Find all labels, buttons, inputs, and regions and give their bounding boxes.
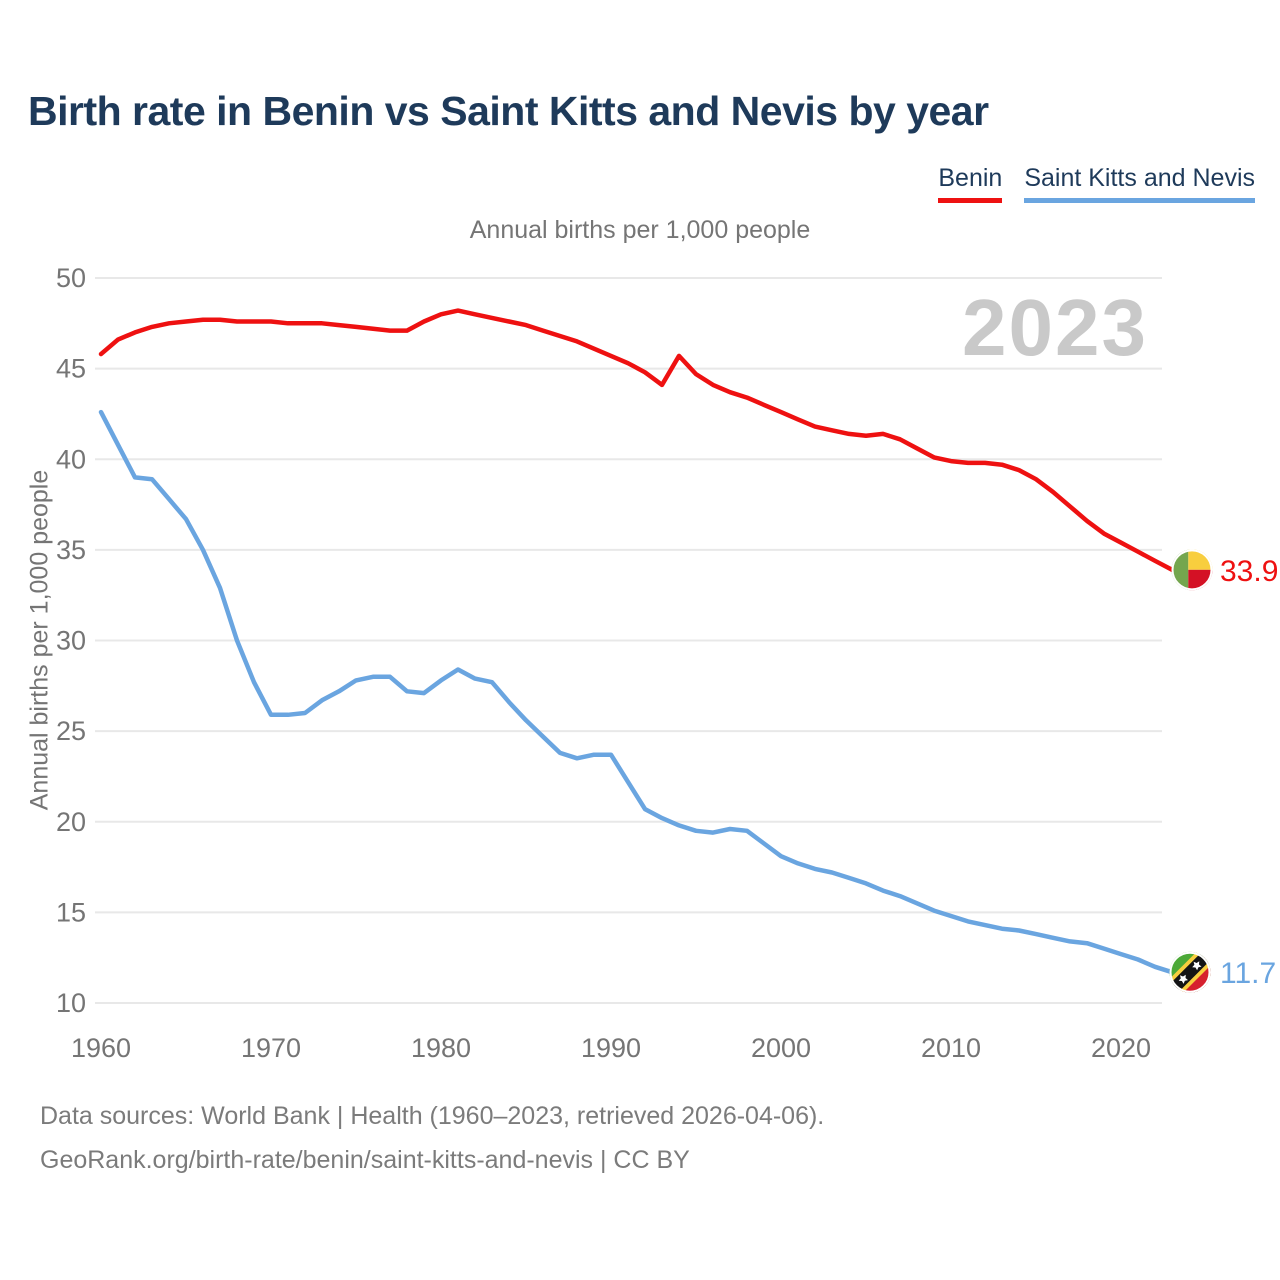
legend: Benin Saint Kitts and Nevis	[938, 164, 1255, 203]
y-tick-label: 35	[56, 535, 86, 565]
x-tick-label: 2020	[1091, 1033, 1151, 1063]
y-tick-label: 15	[56, 897, 86, 927]
legend-item-benin[interactable]: Benin	[938, 164, 1003, 203]
y-tick-label: 30	[56, 626, 86, 656]
x-tick-label: 1960	[71, 1033, 131, 1063]
footer: Data sources: World Bank | Health (1960–…	[40, 1094, 824, 1182]
hovered-year-watermark: 2023	[962, 283, 1148, 372]
end-value-label-saint-kitts-and-nevis: 11.7	[1220, 957, 1276, 990]
y-tick-label: 45	[56, 354, 86, 384]
x-tick-label: 2010	[921, 1033, 981, 1063]
x-tick-label: 1980	[411, 1033, 471, 1063]
page-title: Birth rate in Benin vs Saint Kitts and N…	[28, 88, 989, 134]
series-line-benin	[98, 308, 1175, 573]
x-tick-label: 1990	[581, 1033, 641, 1063]
y-tick-label: 25	[56, 716, 86, 746]
y-tick-label: 20	[56, 807, 86, 837]
x-tick-label: 2000	[751, 1033, 811, 1063]
x-tick-label: 1970	[241, 1033, 301, 1063]
end-value-label-benin: 33.9	[1220, 555, 1278, 588]
chart-subtitle: Annual births per 1,000 people	[469, 216, 811, 244]
y-tick-label: 50	[56, 263, 86, 293]
footer-attribution: GeoRank.org/birth-rate/benin/saint-kitts…	[40, 1146, 690, 1174]
footer-data-sources: Data sources: World Bank | Health (1960–…	[40, 1102, 825, 1130]
y-tick-label: 10	[56, 988, 86, 1018]
series-line-saint-kitts-and-nevis	[98, 409, 1175, 975]
legend-item-saint-kitts-and-nevis[interactable]: Saint Kitts and Nevis	[1024, 164, 1255, 203]
y-tick-label: 40	[56, 444, 86, 474]
